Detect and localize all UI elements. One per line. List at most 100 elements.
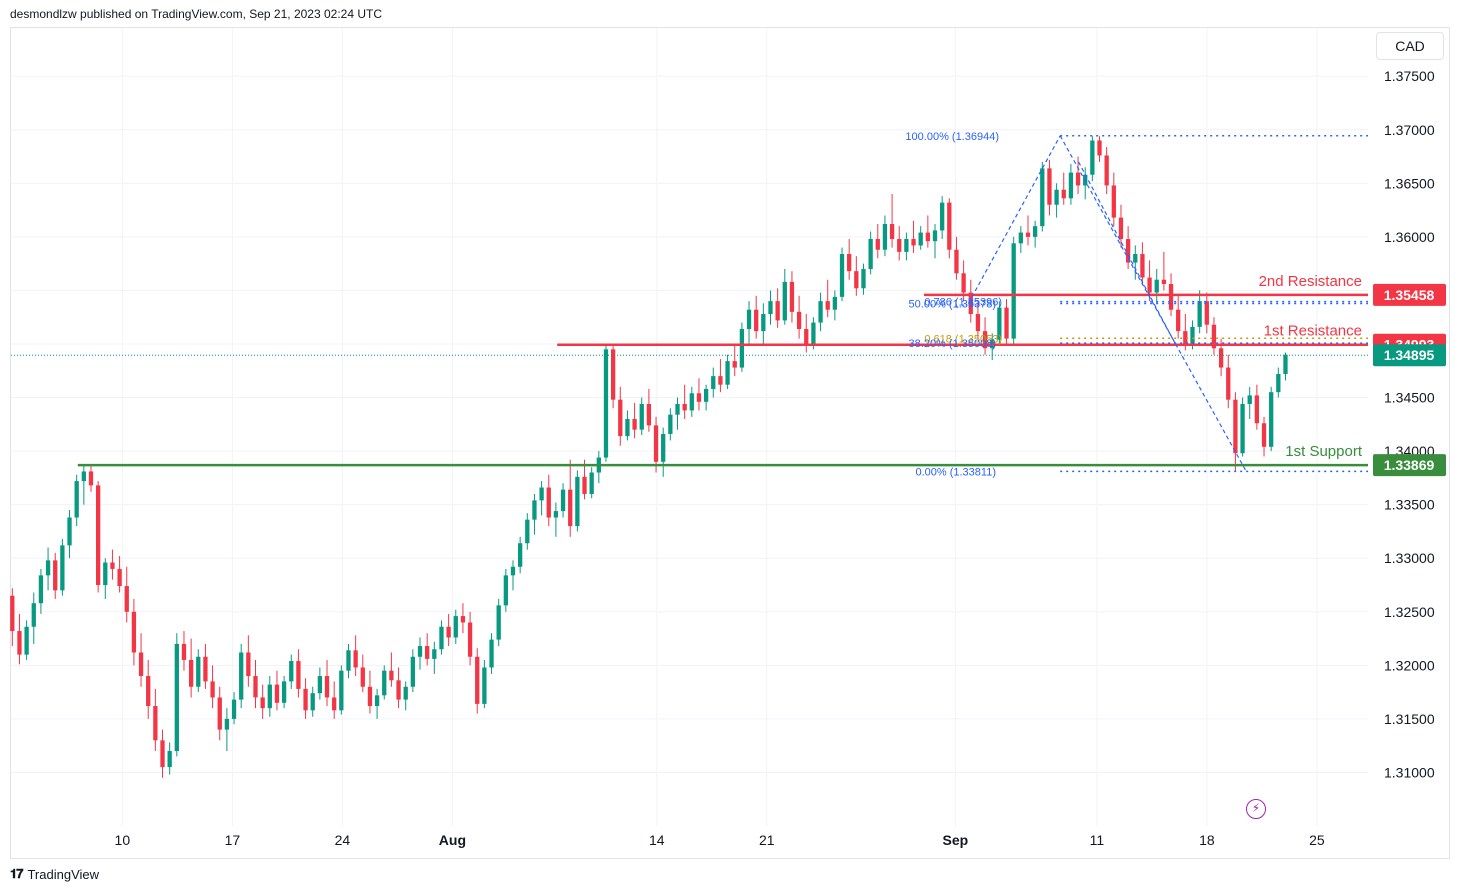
- x-tick-label: 21: [759, 832, 775, 848]
- candle-body: [796, 311, 802, 329]
- candle-body: [1090, 140, 1095, 175]
- y-tick-label: 1.34500: [1384, 390, 1435, 406]
- candle-body: [489, 639, 494, 668]
- candle-body: [110, 562, 115, 569]
- candle-body: [546, 487, 551, 518]
- candle-body: [1204, 301, 1209, 325]
- candle-body: [789, 281, 795, 312]
- candle-body: [1269, 392, 1274, 447]
- candle-body: [1276, 373, 1281, 393]
- candle-body: [804, 328, 809, 344]
- candle-body: [1254, 395, 1260, 424]
- footer: 𝟏𝟕 TradingView: [10, 866, 99, 882]
- level-name-label: 1st Support: [1285, 443, 1363, 460]
- candle-body: [67, 517, 72, 546]
- fib-trend-line: [967, 135, 1061, 304]
- flash-icon[interactable]: ⚡: [1246, 799, 1266, 819]
- candle-body: [374, 695, 380, 707]
- candle-body: [246, 652, 251, 677]
- candle-body: [417, 646, 423, 657]
- candle-body: [425, 646, 430, 659]
- candle-body: [1261, 423, 1267, 447]
- candle-body: [475, 656, 480, 704]
- candle-body: [324, 676, 330, 698]
- candle-body: [625, 418, 630, 437]
- candle-body: [961, 273, 966, 293]
- candle-body: [317, 676, 323, 694]
- y-tick-label: 1.31500: [1384, 711, 1435, 727]
- candle-body: [1040, 168, 1045, 227]
- candle-body: [868, 239, 873, 270]
- level-price-label: 1.35458: [1384, 287, 1435, 303]
- candle-body: [954, 249, 959, 274]
- fib-level-label: 0.618 (1.35053): [924, 333, 1002, 345]
- y-tick-label: 1.37500: [1384, 68, 1435, 84]
- y-tick-label: 1.33500: [1384, 497, 1435, 513]
- fib-level-label: 100.00% (1.36944): [905, 131, 999, 143]
- candle-body: [825, 301, 830, 310]
- candle-body: [1283, 354, 1288, 374]
- candle-body: [217, 697, 222, 730]
- candle-body: [1111, 185, 1116, 218]
- candle-body: [897, 239, 902, 252]
- candle-body: [975, 313, 981, 332]
- candle-body: [754, 309, 759, 332]
- candle-body: [839, 254, 845, 297]
- x-tick-label: 17: [225, 832, 241, 848]
- candle-body: [632, 418, 637, 430]
- candle-body: [74, 481, 79, 518]
- fib-trend-line: [1059, 135, 1247, 472]
- candle-body: [1161, 279, 1167, 285]
- candle-body: [1075, 172, 1081, 186]
- candle-body: [389, 670, 394, 681]
- candle-body: [1154, 279, 1159, 293]
- time-axis[interactable]: 10 17 24 Aug 14 21 Sep 11 18 25: [115, 832, 1325, 848]
- candle-body: [882, 224, 888, 250]
- candle-body: [725, 361, 730, 385]
- price-axis[interactable]: 1.31000 1.31500 1.32000 1.32500 1.33000 1.335…: [1373, 68, 1446, 780]
- candle-body: [675, 403, 680, 415]
- candle-body: [532, 500, 537, 520]
- candle-body: [496, 605, 501, 640]
- candle-body: [45, 560, 51, 576]
- candle-body: [1054, 189, 1059, 205]
- candle-body: [196, 656, 201, 687]
- candle-body: [53, 560, 58, 591]
- candle-body: [332, 697, 337, 711]
- candle-body: [761, 313, 766, 332]
- candle-body: [818, 301, 823, 323]
- candle-body: [467, 622, 473, 657]
- candle-body: [38, 575, 44, 604]
- level-name-label: 1st Resistance: [1264, 323, 1362, 340]
- x-tick-label: 25: [1309, 832, 1325, 848]
- candle-body: [281, 681, 287, 703]
- candle-body: [940, 202, 945, 231]
- candle-body: [568, 489, 573, 527]
- candle-body: [224, 718, 230, 730]
- candle-body: [1125, 239, 1131, 263]
- fib-level-label: 0.786 (1.35396): [924, 297, 1002, 309]
- candle-body: [17, 631, 22, 655]
- currency-selector[interactable]: CAD: [1376, 32, 1444, 60]
- candle-body: [696, 393, 702, 402]
- candle-body: [382, 670, 387, 696]
- candle-body: [1047, 168, 1052, 205]
- candle-body: [1118, 217, 1124, 240]
- candles: [10, 136, 1288, 778]
- candle-body: [339, 670, 344, 711]
- candle-body: [181, 643, 187, 660]
- candle-body: [1240, 403, 1245, 454]
- candle-body: [968, 292, 973, 314]
- candle-body: [1104, 155, 1109, 186]
- candle-body: [689, 393, 694, 411]
- candle-body: [1183, 331, 1188, 344]
- candle-body: [60, 545, 65, 591]
- candle-body: [682, 403, 687, 411]
- candle-body: [403, 686, 408, 700]
- candle-body: [653, 425, 659, 462]
- candle-body: [303, 688, 308, 711]
- candle-body: [353, 650, 358, 668]
- candle-body: [904, 239, 909, 252]
- level-price-label: 1.33869: [1384, 457, 1435, 473]
